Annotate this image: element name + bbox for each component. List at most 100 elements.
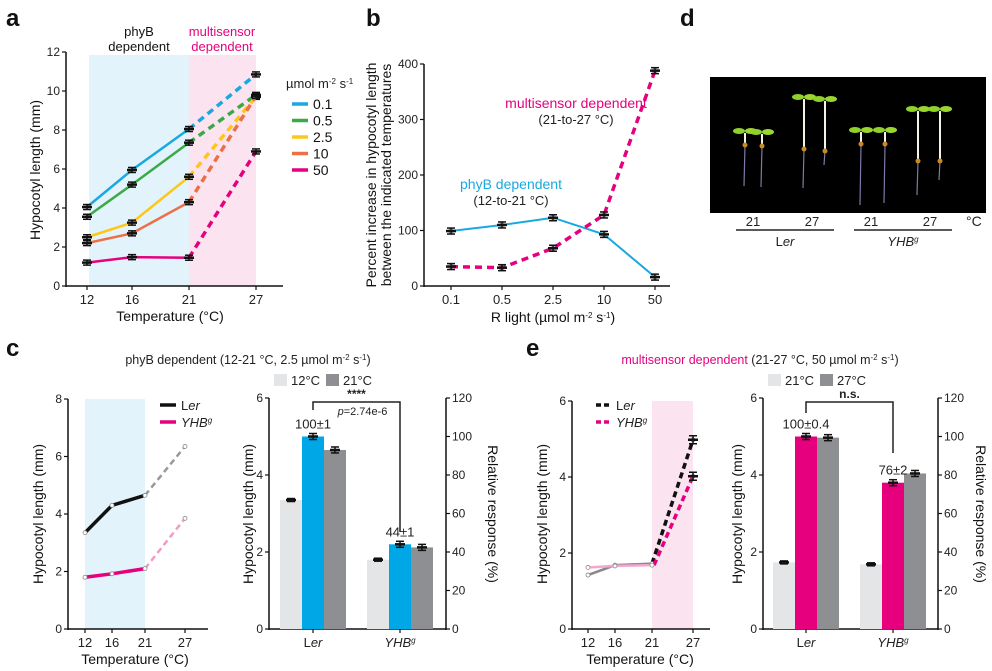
x-tick-label: 21 bbox=[138, 635, 152, 650]
multisensor-region-shading bbox=[652, 401, 693, 629]
y-tick-label: 20 bbox=[944, 584, 958, 598]
y-tick-label: 120 bbox=[944, 391, 964, 405]
panel-a: phyB dependent multisensor dependent 0 2 4… bbox=[27, 24, 354, 324]
y-axis-label-right: Relative response (%) bbox=[485, 445, 501, 583]
temp-label: 27 bbox=[923, 214, 937, 229]
seedling-cotyledon bbox=[928, 106, 940, 112]
y-tick-label: 40 bbox=[452, 545, 466, 559]
multisensor-annotation-line1: multisensor bbox=[189, 24, 256, 39]
data-label: 100±1 bbox=[295, 417, 331, 432]
y-axis-label-line2: between the indicated temperatures bbox=[378, 64, 394, 287]
legend-label: 12°C bbox=[291, 373, 320, 388]
y-tick-label: 300 bbox=[398, 113, 418, 127]
y-tick-label: 0 bbox=[411, 279, 418, 293]
series-line-dashed bbox=[650, 439, 695, 565]
data-point bbox=[612, 563, 618, 569]
multisensor-range: (21-to-27 °C) bbox=[538, 112, 613, 127]
y-tick-label: 2 bbox=[55, 565, 62, 579]
x-tick-label: 16 bbox=[608, 635, 622, 650]
temp-label: 27 bbox=[805, 214, 819, 229]
seedling-cotyledon bbox=[906, 106, 918, 112]
seedling-root bbox=[916, 160, 919, 196]
panel-e-title: multisensor dependent (21-27 °C, 50 µmol… bbox=[621, 353, 898, 367]
series-line-dashed bbox=[187, 93, 258, 145]
bar bbox=[411, 547, 433, 629]
y-axis-label: Hypocotyl length (mm) bbox=[240, 444, 256, 584]
y-tick-label: 0 bbox=[452, 622, 459, 636]
x-tick-label: 12 bbox=[80, 292, 94, 307]
temp-label: 21 bbox=[864, 214, 878, 229]
phyB-annotation-line1: phyB bbox=[124, 24, 154, 39]
seedling-cotyledon bbox=[762, 129, 774, 135]
bar bbox=[302, 436, 324, 629]
genotype-label-yhb: YHBg bbox=[887, 234, 919, 249]
data-point bbox=[109, 571, 115, 577]
y-tick-label: 2 bbox=[53, 240, 60, 254]
seedling-cotyledon bbox=[918, 106, 930, 112]
panel-e-line-chart: 0 2 4 6 12 16 21 27 Ler YHBg Temperature (°C) H… bbox=[534, 394, 710, 667]
x-tick-label: YHBg bbox=[877, 635, 909, 650]
panel-c-title: phyB dependent (12-21 °C, 2.5 µmol m-2 s… bbox=[125, 353, 370, 367]
bar bbox=[817, 437, 839, 629]
seedling-photo bbox=[710, 77, 986, 213]
multisensor-annotation-line2: dependent bbox=[191, 39, 253, 54]
x-axis-label: Temperature (°C) bbox=[116, 308, 224, 324]
y-tick-label: 0 bbox=[559, 622, 566, 636]
seedling-cotyledon bbox=[792, 94, 804, 100]
legend-swatch bbox=[326, 374, 339, 386]
series-line-dashed bbox=[187, 95, 258, 178]
y-axis-label: Hypocotyl length (mm) bbox=[729, 444, 745, 584]
seedling-cotyledon bbox=[750, 129, 762, 135]
phyB-range: (12-to-21 °C) bbox=[473, 193, 548, 208]
x-tick-label: 27 bbox=[686, 635, 700, 650]
y-tick-label: 4 bbox=[53, 201, 60, 215]
y-axis-label: Hypocotyl length (mm) bbox=[534, 444, 550, 584]
legend-label: 27°C bbox=[837, 373, 866, 388]
series-line-dashed bbox=[144, 517, 186, 570]
data-point bbox=[585, 572, 591, 578]
phyB-annotation-line2: dependent bbox=[108, 39, 170, 54]
legend-title: µmol m-2 s-1 bbox=[286, 76, 354, 91]
seedling-cotyledon bbox=[733, 128, 745, 134]
bar bbox=[860, 564, 882, 629]
y-tick-label: 120 bbox=[452, 391, 472, 405]
y-axis-label: Hypocotyl length (mm) bbox=[30, 444, 46, 584]
x-tick-label: 16 bbox=[105, 635, 119, 650]
seedling-seed bbox=[858, 141, 864, 147]
y-tick-label: 4 bbox=[750, 468, 757, 482]
legend-label: 10 bbox=[313, 146, 329, 162]
legend-swatch bbox=[274, 374, 287, 386]
seedling-cotyledon bbox=[849, 127, 861, 133]
y-tick-label: 80 bbox=[944, 468, 958, 482]
x-tick-label: 12 bbox=[581, 635, 595, 650]
data-point bbox=[82, 574, 88, 580]
legend-label-ler: Ler bbox=[616, 398, 635, 413]
data-label: 76±2 bbox=[879, 463, 908, 478]
seedling-seed bbox=[759, 143, 765, 149]
y-axis-label: Hypocotyl length (mm) bbox=[27, 100, 43, 240]
y-tick-label: 0 bbox=[53, 279, 60, 293]
seedling-root bbox=[859, 143, 862, 206]
y-tick-label: 8 bbox=[53, 123, 60, 137]
series-line-dashed bbox=[144, 445, 186, 497]
legend-label: 0.1 bbox=[313, 96, 333, 112]
x-tick-label: 27 bbox=[249, 292, 263, 307]
legend-label: 2.5 bbox=[313, 129, 333, 145]
data-point bbox=[182, 444, 188, 449]
x-tick-label: 2.5 bbox=[544, 292, 562, 307]
x-tick-label: YHBg bbox=[384, 635, 416, 650]
seedling-cotyledon bbox=[873, 127, 885, 133]
seedling-cotyledon bbox=[885, 127, 897, 133]
y-tick-label: 100 bbox=[452, 430, 472, 444]
phyB-label: phyB dependent bbox=[460, 176, 562, 192]
seedling-seed bbox=[742, 142, 748, 148]
seedling-cotyledon bbox=[813, 96, 825, 102]
bar bbox=[280, 500, 302, 629]
series-line-solid bbox=[587, 563, 653, 569]
data-point bbox=[82, 530, 88, 536]
seedling-seed bbox=[937, 158, 943, 164]
panel-b: 0 100 200 300 400 0.1 0.5 2.5 10 50 multisensor d… bbox=[363, 57, 670, 325]
y-tick-label: 4 bbox=[559, 470, 566, 484]
